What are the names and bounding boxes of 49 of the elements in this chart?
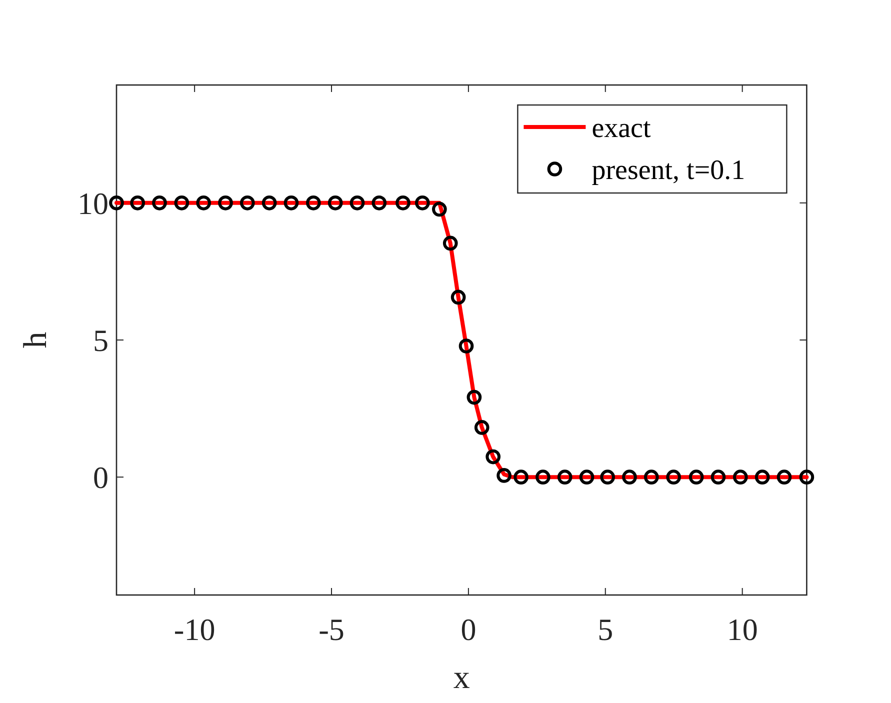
- x-tick-label: -5: [318, 612, 344, 647]
- legend-label: present, t=0.1: [592, 154, 746, 186]
- y-tick-label: 0: [93, 460, 108, 495]
- point: [262, 196, 277, 210]
- point: [396, 196, 410, 210]
- y-tick-label: 5: [93, 322, 108, 358]
- point: [666, 470, 682, 484]
- point: [415, 196, 430, 210]
- point: [450, 290, 466, 305]
- point: [240, 196, 255, 210]
- point: [644, 470, 659, 484]
- point: [600, 470, 615, 484]
- point: [130, 196, 146, 210]
- point: [372, 196, 387, 210]
- point: [109, 196, 124, 210]
- x-tick-label: 0: [460, 612, 476, 647]
- point: [174, 196, 190, 210]
- x-tick-label: 10: [726, 612, 758, 647]
- point: [196, 196, 212, 210]
- point: [688, 470, 704, 484]
- point: [496, 468, 512, 483]
- point: [458, 338, 474, 354]
- point: [442, 236, 458, 251]
- point: [306, 196, 321, 210]
- point: [733, 470, 748, 484]
- point: [328, 196, 343, 210]
- point: [474, 420, 490, 435]
- point: [710, 470, 726, 484]
- point: [579, 470, 594, 484]
- point: [284, 196, 299, 210]
- point: [486, 449, 501, 464]
- point: [536, 470, 550, 484]
- point: [466, 390, 482, 405]
- y-tick-label: 10: [78, 186, 108, 221]
- legend-label: exact: [592, 112, 651, 144]
- point: [350, 196, 365, 210]
- point: [218, 196, 233, 210]
- point: [557, 470, 572, 484]
- point: [754, 470, 770, 484]
- point: [432, 202, 447, 217]
- point: [776, 470, 792, 484]
- x-tick-label: -10: [174, 612, 216, 647]
- point: [152, 196, 167, 210]
- point: [799, 470, 814, 484]
- x-tick-label: 5: [598, 612, 614, 647]
- x-axis-title: x: [453, 660, 470, 696]
- y-axis-title: h: [18, 331, 54, 348]
- point: [622, 470, 637, 484]
- point: [514, 470, 528, 484]
